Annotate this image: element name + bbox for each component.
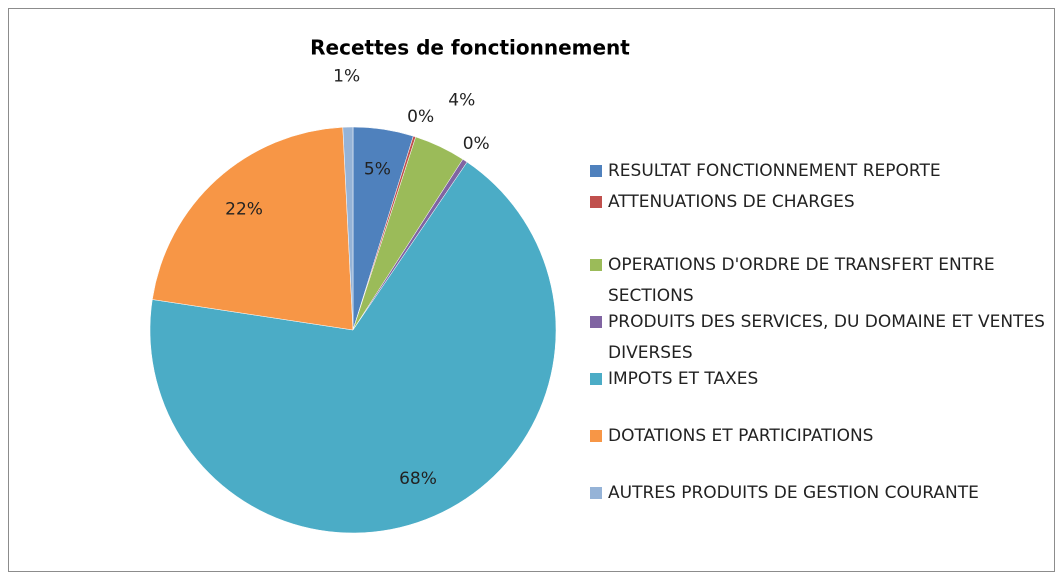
legend-label: OPERATIONS D'ORDRE DE TRANSFERT ENTRE SE… bbox=[608, 255, 995, 306]
legend-label: PRODUITS DES SERVICES, DU DOMAINE ET VEN… bbox=[608, 312, 1045, 363]
legend-swatch bbox=[590, 316, 602, 328]
data-label: 5% bbox=[364, 159, 391, 179]
data-label: 0% bbox=[463, 134, 490, 154]
legend-swatch bbox=[590, 373, 602, 385]
pie-slice bbox=[149, 161, 557, 534]
legend-item: PRODUITS DES SERVICES, DU DOMAINE ET VEN… bbox=[590, 307, 1060, 369]
legend-label: IMPOTS ET TAXES bbox=[608, 369, 759, 389]
legend-swatch bbox=[590, 165, 602, 177]
legend-swatch bbox=[590, 430, 602, 442]
legend-label: DOTATIONS ET PARTICIPATIONS bbox=[608, 426, 874, 446]
data-label: 22% bbox=[225, 200, 263, 220]
legend-label: AUTRES PRODUITS DE GESTION COURANTE bbox=[608, 483, 979, 503]
legend-item: OPERATIONS D'ORDRE DE TRANSFERT ENTRE SE… bbox=[590, 250, 1060, 312]
legend-swatch bbox=[590, 487, 602, 499]
data-label: 0% bbox=[407, 107, 434, 127]
data-label: 4% bbox=[448, 91, 475, 111]
legend-item: AUTRES PRODUITS DE GESTION COURANTE bbox=[590, 478, 1060, 509]
legend-item: DOTATIONS ET PARTICIPATIONS bbox=[590, 421, 1060, 452]
chart-title: Recettes de fonctionnement bbox=[310, 36, 630, 60]
data-label: 68% bbox=[399, 469, 437, 489]
legend-label: ATTENUATIONS DE CHARGES bbox=[608, 192, 855, 212]
legend-item: IMPOTS ET TAXES bbox=[590, 364, 1060, 395]
data-label: 1% bbox=[333, 66, 360, 86]
legend-item: ATTENUATIONS DE CHARGES bbox=[590, 187, 1060, 218]
pie-slice bbox=[152, 126, 354, 331]
legend-swatch bbox=[590, 196, 602, 208]
pie-slice bbox=[342, 126, 354, 331]
legend-label: RESULTAT FONCTIONNEMENT REPORTE bbox=[608, 161, 941, 181]
legend-swatch bbox=[590, 259, 602, 271]
legend-item: RESULTAT FONCTIONNEMENT REPORTE bbox=[590, 156, 1060, 187]
